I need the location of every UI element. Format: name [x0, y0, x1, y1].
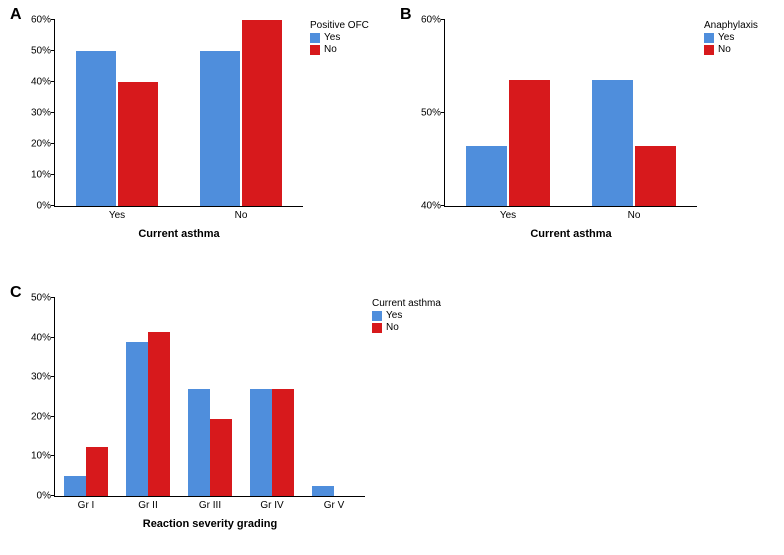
- y-tick: 30%: [31, 372, 55, 383]
- legend-item: No: [704, 44, 758, 56]
- x-tick: Yes: [500, 206, 516, 221]
- y-tick: 40%: [31, 332, 55, 343]
- panel-c-legend-title: Current asthma: [372, 298, 441, 309]
- legend-label: Yes: [718, 32, 734, 44]
- y-tick: 0%: [37, 201, 55, 212]
- panel-a-legend-title: Positive OFC: [310, 20, 369, 31]
- x-axis-label: Current asthma: [138, 228, 219, 240]
- legend-item: Yes: [372, 310, 441, 322]
- bar: [272, 389, 294, 496]
- y-tick: 50%: [31, 46, 55, 57]
- bar: [509, 80, 549, 206]
- panel-b-plot: 40%50%60%YesNoCurrent asthma: [444, 20, 697, 207]
- figure: A 0%10%20%30%40%50%60%YesNoCurrent asthm…: [0, 0, 784, 555]
- legend-swatch: [704, 45, 714, 55]
- bar: [118, 82, 158, 206]
- legend-label: Yes: [386, 310, 402, 322]
- bar: [312, 486, 334, 496]
- x-axis-label: Reaction severity grading: [143, 518, 278, 530]
- legend-item: No: [372, 322, 441, 334]
- legend-swatch: [372, 311, 382, 321]
- bar: [188, 389, 210, 496]
- y-tick: 60%: [421, 15, 445, 26]
- y-tick: 20%: [31, 411, 55, 422]
- panel-b: B 40%50%60%YesNoCurrent asthma Anaphylax…: [398, 6, 776, 256]
- x-tick: No: [628, 206, 641, 221]
- panel-c-plot: 0%10%20%30%40%50%Gr IGr IIGr IIIGr IVGr …: [54, 298, 365, 497]
- legend-label: No: [386, 322, 399, 334]
- legend-swatch: [310, 33, 320, 43]
- panel-a-plot: 0%10%20%30%40%50%60%YesNoCurrent asthma: [54, 20, 303, 207]
- panel-b-legend: Anaphylaxis YesNo: [704, 20, 758, 56]
- legend-item: Yes: [704, 32, 758, 44]
- panel-a: A 0%10%20%30%40%50%60%YesNoCurrent asthm…: [8, 6, 380, 256]
- y-tick: 10%: [31, 451, 55, 462]
- panel-c-label: C: [10, 284, 22, 302]
- x-tick: Gr II: [138, 496, 157, 511]
- x-tick: No: [235, 206, 248, 221]
- bar: [76, 51, 116, 206]
- panel-b-label: B: [400, 6, 412, 24]
- x-axis-label: Current asthma: [530, 228, 611, 240]
- panel-c-legend: Current asthma YesNo: [372, 298, 441, 334]
- panel-a-label: A: [10, 6, 22, 24]
- y-tick: 40%: [421, 201, 445, 212]
- legend-label: No: [324, 44, 337, 56]
- legend-swatch: [704, 33, 714, 43]
- bar: [64, 476, 86, 496]
- bar: [242, 20, 282, 206]
- bar: [466, 146, 506, 206]
- y-tick: 50%: [421, 108, 445, 119]
- legend-label: No: [718, 44, 731, 56]
- x-tick: Yes: [109, 206, 125, 221]
- y-tick: 30%: [31, 108, 55, 119]
- panel-b-legend-title: Anaphylaxis: [704, 20, 758, 31]
- legend-item: Yes: [310, 32, 369, 44]
- bar: [200, 51, 240, 206]
- y-tick: 20%: [31, 139, 55, 150]
- legend-label: Yes: [324, 32, 340, 44]
- x-tick: Gr IV: [260, 496, 283, 511]
- bar: [592, 80, 632, 206]
- x-tick: Gr I: [78, 496, 95, 511]
- x-tick: Gr V: [324, 496, 345, 511]
- y-tick: 60%: [31, 15, 55, 26]
- legend-item: No: [310, 44, 369, 56]
- legend-swatch: [372, 323, 382, 333]
- y-tick: 40%: [31, 77, 55, 88]
- bar: [86, 447, 108, 497]
- panel-c: C 0%10%20%30%40%50%Gr IGr IIGr IIIGr IVG…: [8, 284, 448, 546]
- panel-a-legend: Positive OFC YesNo: [310, 20, 369, 56]
- y-tick: 50%: [31, 293, 55, 304]
- bar: [126, 342, 148, 496]
- y-tick: 0%: [37, 491, 55, 502]
- y-tick: 10%: [31, 170, 55, 181]
- bar: [210, 419, 232, 496]
- legend-swatch: [310, 45, 320, 55]
- x-tick: Gr III: [199, 496, 221, 511]
- bar: [635, 146, 675, 206]
- bar: [148, 332, 170, 496]
- bar: [250, 389, 272, 496]
